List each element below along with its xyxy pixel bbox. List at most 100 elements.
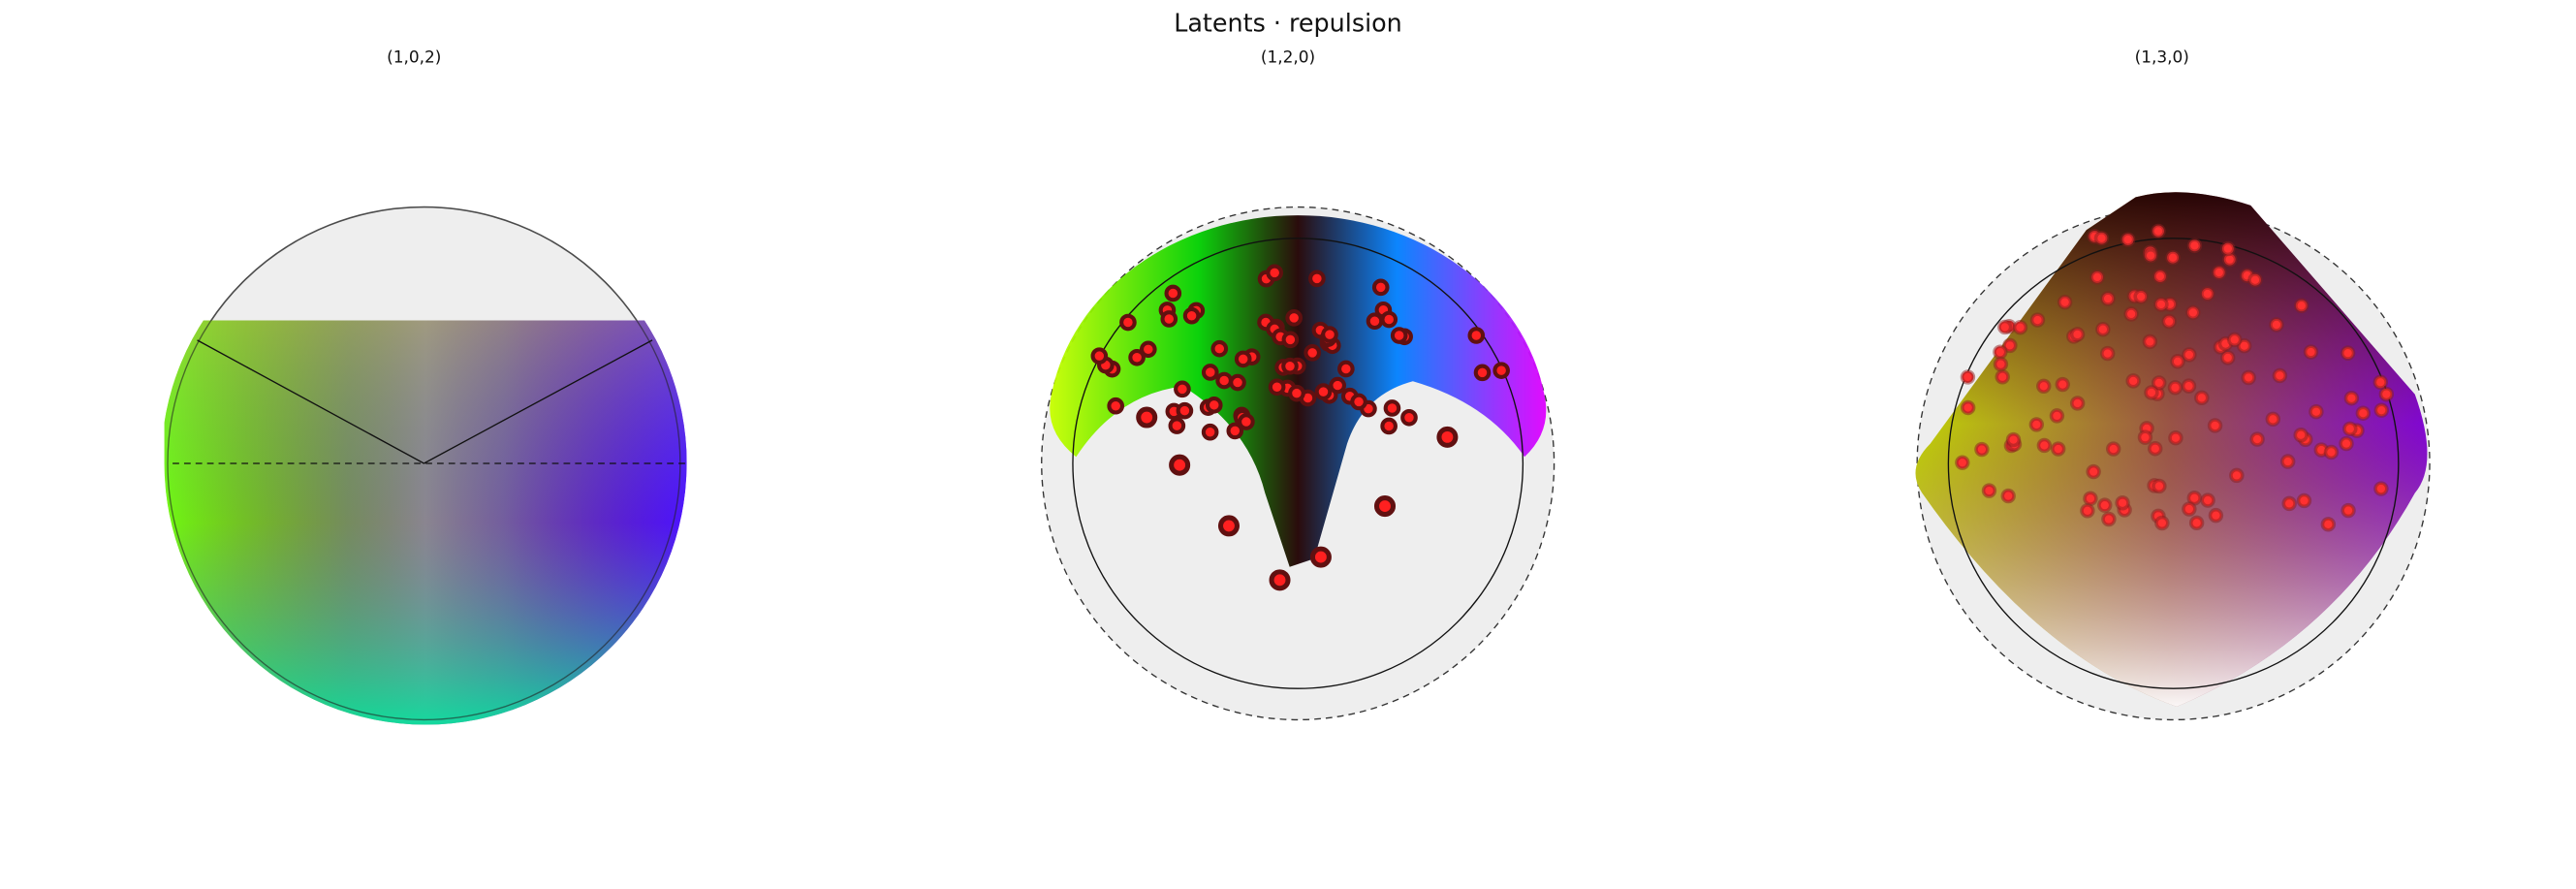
highlight-dot [2340,345,2356,361]
highlight-dot [2188,515,2205,531]
highlight-dot [1215,371,1233,390]
highlight-dot [2186,238,2203,254]
highlight-dot [1473,364,1492,382]
highlight-dot [2229,467,2245,484]
highlight-dot [2143,247,2158,264]
highlight-dot [1201,423,1219,441]
highlight-dot [1266,264,1283,282]
point-highlights [1955,223,2395,532]
highlight-dot [1383,399,1401,417]
highlight-dot [1169,454,1191,476]
point-highlights [1090,264,1510,591]
highlight-dot [1436,426,1459,448]
highlight-dot [1176,401,1194,420]
highlight-dot [1139,340,1157,359]
highlight-dot [2220,350,2236,365]
highlight-dot [2002,337,2018,354]
highlight-dot [2101,511,2117,527]
highlight-dot [2241,369,2256,386]
highlight-dot [2144,385,2159,400]
highlight-dot [1288,384,1305,402]
highlight-dot [2142,333,2158,350]
highlight-dot [2152,269,2168,284]
highlight-dot [1380,310,1398,329]
highlight-dot [2373,481,2389,496]
highlight-dot [1467,327,1486,344]
highlight-dot [1993,356,2009,372]
highlight-dot [2281,495,2297,512]
highlight-dot [2055,376,2070,393]
highlight-dot [1285,309,1303,327]
highlight-dot [1268,378,1286,397]
highlight-dot [1234,350,1252,368]
highlight-dot [2378,386,2395,402]
highlight-dot [2170,354,2185,369]
figure-title: Latents · repulsion [1174,8,1402,37]
highlight-dot [1205,397,1223,414]
panel-1 [164,206,687,725]
highlight-dot [1128,348,1146,366]
highlight-dot [1492,362,1510,379]
highlight-dot [1174,380,1191,398]
highlight-dot [2097,497,2113,513]
highlight-dot [2279,454,2296,469]
highlight-dot [1997,319,2013,335]
highlight-dot [1217,515,1240,537]
highlight-dot [1201,364,1219,381]
highlight-dot [1308,270,1326,288]
highlight-dot [2272,367,2288,384]
highlight-dot [2320,517,2337,532]
highlight-dot [2029,312,2046,328]
panel-2 [1041,206,1555,721]
highlight-dot [2105,441,2121,457]
highlight-dot [1960,369,1976,385]
highlight-dot [2194,390,2210,406]
highlight-dot [1314,383,1333,400]
highlight-dot [1955,455,1970,470]
highlight-dot [2339,435,2354,452]
highlight-dot [2080,503,2095,519]
highlight-dot [2182,347,2197,363]
highlight-dot [1168,417,1186,434]
highlight-dot [2212,265,2227,280]
highlight-dot [1337,360,1355,378]
highlight-dot [2220,240,2236,257]
point-cloud [164,320,687,725]
highlight-dot [2342,421,2358,437]
highlight-dot [2083,491,2098,506]
highlight-dot [1160,310,1178,328]
panel-title: (1,0,2) [387,47,441,66]
highlight-dot [2086,463,2101,480]
highlight-dot [1136,406,1158,429]
highlight-dot [2181,378,2197,394]
highlight-dot [2293,428,2309,443]
highlight-dot [2049,408,2065,424]
highlight-dot [2000,488,2016,504]
panel-title: (1,2,0) [1261,47,1315,66]
highlight-dot [2200,286,2215,302]
highlight-dot [2028,417,2045,432]
highlight-dot [2372,374,2389,390]
panel-title: (1,3,0) [2135,47,2189,66]
highlight-dot [1269,569,1291,591]
highlight-dot [2343,391,2360,406]
highlight-dot [2089,270,2105,285]
highlight-dot [1107,397,1125,415]
highlight-dot [2207,418,2223,433]
highlight-dot [2167,380,2183,396]
highlight-dot [1281,331,1300,349]
highlight-dot [2340,502,2356,519]
highlight-dot [1390,327,1408,344]
highlight-dot [2069,396,2086,411]
highlight-dot [2200,492,2215,508]
highlight-dot [1229,373,1246,392]
highlight-dot [2161,313,2177,330]
highlight-dot [1090,347,1109,365]
highlight-dot [2227,332,2243,348]
highlight-dot [2115,495,2130,511]
highlight-dot [2294,298,2309,313]
highlight-dot [2148,441,2163,457]
highlight-dot [1981,483,1997,498]
